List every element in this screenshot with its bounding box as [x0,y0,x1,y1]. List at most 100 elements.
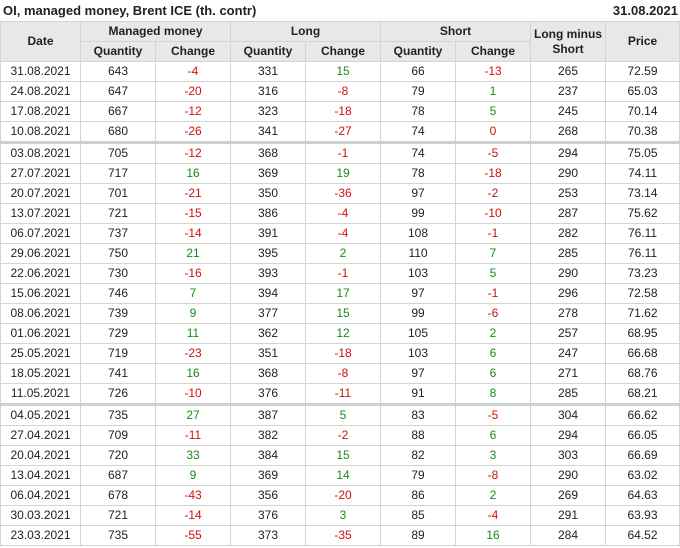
cell-mm-quantity: 709 [80,425,156,446]
cell-short-change: -18 [455,163,532,184]
cell-date: 06.07.2021 [0,223,81,244]
cell-price: 66.69 [605,445,680,466]
table-row: 20.07.2021 701 -21 350 -36 97 -2 253 73.14 [0,183,680,204]
cell-short-quantity: 79 [380,465,457,486]
table-row: 06.04.2021 678 -43 356 -20 86 2 269 64.63 [0,485,680,506]
cell-long-quantity: 376 [230,383,306,405]
cell-short-change: 5 [455,101,532,122]
cell-date: 20.07.2021 [0,183,81,204]
cell-long-change: -2 [304,425,382,446]
cell-price: 76.11 [605,243,680,264]
cell-mm-change: -4 [155,61,231,82]
cell-price: 68.76 [605,363,680,384]
cell-long-change: -35 [304,525,382,546]
col-group-managed-money: Managed money [80,21,231,42]
cell-long-change: -18 [304,343,382,364]
cell-long-quantity: 316 [230,81,306,102]
cell-long-quantity: 391 [230,223,306,244]
table-row: 13.04.2021 687 9 369 14 79 -8 290 63.02 [0,465,680,486]
cell-long-minus-short: 247 [530,343,607,364]
cell-long-change: 14 [304,465,382,486]
cell-short-change: 2 [455,323,532,344]
cell-long-quantity: 376 [230,505,306,526]
table-row: 22.06.2021 730 -16 393 -1 103 5 290 73.23 [0,263,680,284]
cell-mm-quantity: 705 [80,141,156,164]
cell-mm-change: 7 [155,283,231,304]
cell-date: 10.08.2021 [0,121,81,143]
cell-short-change: -2 [455,183,532,204]
cell-long-quantity: 351 [230,343,306,364]
col-mm-quantity: Quantity [80,41,156,62]
col-mm-change: Change [155,41,231,62]
cell-date: 04.05.2021 [0,403,81,426]
cell-mm-change: -23 [155,343,231,364]
table-row: 18.05.2021 741 16 368 -8 97 6 271 68.76 [0,363,680,384]
cell-mm-quantity: 667 [80,101,156,122]
cell-short-change: -8 [455,465,532,486]
cell-long-minus-short: 291 [530,505,607,526]
cell-short-quantity: 66 [380,61,457,82]
cell-mm-quantity: 721 [80,203,156,224]
cell-price: 64.63 [605,485,680,506]
cell-mm-quantity: 678 [80,485,156,506]
cell-short-change: 6 [455,343,532,364]
cell-date: 03.08.2021 [0,141,81,164]
cell-mm-quantity: 720 [80,445,156,466]
table-row: 27.07.2021 717 16 369 19 78 -18 290 74.11 [0,163,680,184]
cell-date: 18.05.2021 [0,363,81,384]
cell-mm-quantity: 717 [80,163,156,184]
cell-price: 63.02 [605,465,680,486]
cell-short-quantity: 97 [380,363,457,384]
cell-mm-quantity: 735 [80,403,156,426]
cell-long-change: -1 [304,141,382,164]
cell-mm-change: -21 [155,183,231,204]
cell-price: 73.23 [605,263,680,284]
cell-long-minus-short: 290 [530,163,607,184]
cell-mm-quantity: 719 [80,343,156,364]
cell-date: 15.06.2021 [0,283,81,304]
cell-long-change: -4 [304,203,382,224]
cell-price: 73.14 [605,183,680,204]
cell-short-quantity: 74 [380,141,457,164]
table-row: 13.07.2021 721 -15 386 -4 99 -10 287 75.62 [0,203,680,224]
cell-long-change: -20 [304,485,382,506]
cell-mm-change: -12 [155,141,231,164]
table-row: 24.08.2021 647 -20 316 -8 79 1 237 65.03 [0,81,680,102]
cell-date: 01.06.2021 [0,323,81,344]
col-date: Date [0,21,81,62]
cell-price: 70.14 [605,101,680,122]
cell-short-quantity: 97 [380,283,457,304]
cell-long-minus-short: 294 [530,141,607,164]
cell-mm-quantity: 741 [80,363,156,384]
table-row: 29.06.2021 750 21 395 2 110 7 285 76.11 [0,243,680,264]
cell-mm-change: 9 [155,465,231,486]
cell-short-quantity: 103 [380,343,457,364]
cell-long-quantity: 377 [230,303,306,324]
cell-mm-quantity: 730 [80,263,156,284]
cell-mm-change: -10 [155,383,231,405]
cell-long-change: -4 [304,223,382,244]
cell-short-quantity: 78 [380,163,457,184]
cell-short-change: 6 [455,425,532,446]
cell-price: 66.62 [605,403,680,426]
cell-mm-quantity: 737 [80,223,156,244]
table-row: 10.08.2021 680 -26 341 -27 74 0 268 70.38 [0,121,680,143]
cell-short-change: -5 [455,403,532,426]
cell-long-quantity: 368 [230,141,306,164]
cell-mm-quantity: 701 [80,183,156,204]
cell-long-change: 3 [304,505,382,526]
cell-long-minus-short: 304 [530,403,607,426]
table-title: OI, managed money, Brent ICE (th. contr) [3,3,257,18]
cell-long-quantity: 387 [230,403,306,426]
cell-mm-quantity: 687 [80,465,156,486]
cell-short-change: -1 [455,283,532,304]
cell-long-quantity: 323 [230,101,306,122]
oi-table: Date Managed money Long Short Long minus… [0,21,680,546]
col-long-change: Change [304,41,382,62]
cell-price: 63.93 [605,505,680,526]
col-short-quantity: Quantity [380,41,457,62]
cell-short-quantity: 110 [380,243,457,264]
cell-short-quantity: 74 [380,121,457,143]
cell-long-minus-short: 278 [530,303,607,324]
cell-short-quantity: 79 [380,81,457,102]
